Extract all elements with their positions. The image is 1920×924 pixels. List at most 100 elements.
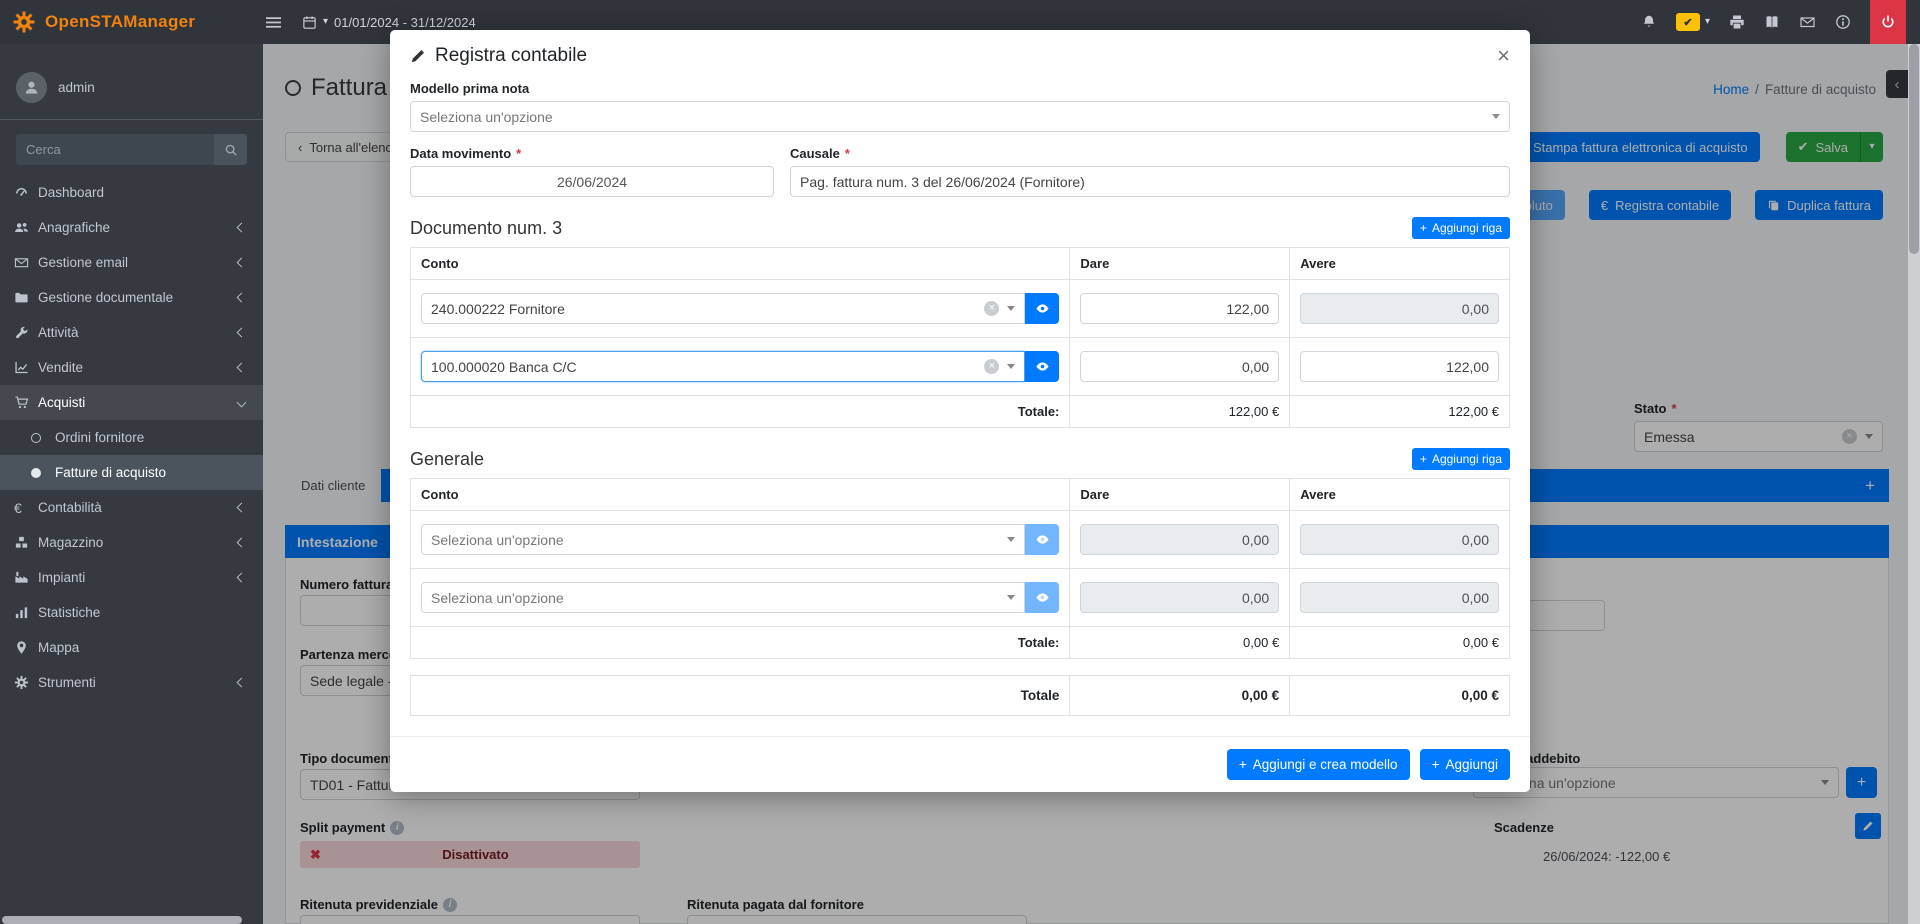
- split-payment-label: Split payment i: [300, 820, 405, 835]
- menu-toggle-icon[interactable]: [265, 15, 282, 30]
- page-scrollbar[interactable]: [1908, 44, 1920, 924]
- sidebar-item-statistiche[interactable]: Statistiche: [0, 595, 263, 630]
- chevron-down-icon: [1007, 364, 1016, 369]
- causale-input[interactable]: [790, 166, 1510, 197]
- envelope-icon: [14, 255, 38, 270]
- clear-selection-icon[interactable]: ×: [984, 301, 1000, 316]
- chevron-left-icon: [236, 572, 247, 583]
- add-tab-button[interactable]: +: [1865, 476, 1875, 495]
- sidebar-item-label: Gestione email: [38, 255, 129, 270]
- save-dropdown-toggle[interactable]: ▾: [1860, 132, 1883, 162]
- dare-input[interactable]: [1080, 351, 1280, 382]
- sidebar-item-dashboard[interactable]: Dashboard: [0, 175, 263, 210]
- avatar: [16, 72, 47, 103]
- status-check-badge: ✔: [1675, 13, 1700, 31]
- ritenuta-fornitore-label-text: Ritenuta pagata dal fornitore: [687, 897, 864, 912]
- sidebar-item-acquisti[interactable]: Acquisti: [0, 385, 263, 420]
- sidebar-item-ordini-fornitore[interactable]: Ordini fornitore: [0, 420, 263, 455]
- book-icon[interactable]: [1764, 14, 1780, 30]
- username[interactable]: admin: [58, 80, 95, 95]
- sidebar-search: [16, 134, 247, 165]
- add-button[interactable]: + Aggiungi: [1419, 749, 1510, 780]
- grand-total-avere: 0,00 €: [1289, 675, 1510, 716]
- view-account-button[interactable]: [1025, 524, 1060, 555]
- sidebar-item-gestione-documentale[interactable]: Gestione documentale: [0, 280, 263, 315]
- avere-input[interactable]: [1300, 351, 1499, 382]
- sidebar-item-gestione-email[interactable]: Gestione email: [0, 245, 263, 280]
- view-account-button[interactable]: [1025, 293, 1060, 324]
- eye-icon: [1035, 359, 1050, 374]
- dare-input[interactable]: [1080, 293, 1280, 324]
- x-icon: ✖: [310, 846, 321, 862]
- pencil-icon: [410, 48, 426, 64]
- data-movimento-input[interactable]: [410, 166, 774, 197]
- add-row-button[interactable]: + Aggiungi riga: [1411, 448, 1510, 470]
- sidebar-item-strumenti[interactable]: Strumenti: [0, 665, 263, 700]
- stato-select[interactable]: Emessa ×: [1634, 421, 1883, 452]
- sidebar-item-contabilita[interactable]: € Contabilità: [0, 490, 263, 525]
- sidebar-item-magazzino[interactable]: Magazzino: [0, 525, 263, 560]
- conto-select[interactable]: Seleziona un'opzione: [421, 582, 1026, 613]
- avere-input[interactable]: [1300, 293, 1499, 324]
- plus-icon: +: [1431, 757, 1440, 772]
- breadcrumb-home-link[interactable]: Home: [1713, 82, 1750, 97]
- app-logo[interactable]: OpenSTAManager: [0, 10, 263, 34]
- conto-select[interactable]: 240.000222 Fornitore ×: [421, 293, 1026, 324]
- sidebar-item-impianti[interactable]: Impianti: [0, 560, 263, 595]
- printer-icon[interactable]: [1729, 14, 1745, 30]
- date-range-picker[interactable]: ▾ 01/01/2024 - 31/12/2024: [302, 15, 476, 30]
- total-label: Totale:: [409, 395, 1071, 428]
- sidebar-item-attivita[interactable]: Attività: [0, 315, 263, 350]
- add-row-button[interactable]: + Aggiungi riga: [1411, 217, 1510, 239]
- table-header-row: Conto Dare Avere: [409, 478, 1510, 511]
- modal-body: Modello prima nota Seleziona un'opzione …: [390, 73, 1530, 720]
- registra-contabile-button[interactable]: € Registra contabile: [1588, 190, 1732, 220]
- conto-select[interactable]: 100.000020 Banca C/C ×: [421, 351, 1026, 382]
- save-button-group: ✔ Salva ▾: [1785, 132, 1883, 162]
- info-icon[interactable]: [1835, 14, 1851, 30]
- sidebar-item-mappa[interactable]: Mappa: [0, 630, 263, 665]
- sidebar-item-label: Mappa: [38, 640, 80, 655]
- search-input[interactable]: [16, 134, 214, 165]
- save-button[interactable]: ✔ Salva: [1785, 132, 1860, 162]
- sidebar-item-fatture-di-acquisto[interactable]: Fatture di acquisto: [0, 455, 263, 490]
- split-payment-toggle[interactable]: ✖ Disattivato: [300, 841, 640, 868]
- email-icon[interactable]: [1799, 14, 1816, 30]
- avere-input[interactable]: [1300, 524, 1499, 555]
- add-and-create-model-button[interactable]: + Aggiungi e crea modello: [1226, 749, 1410, 780]
- sidebar-scrollbar[interactable]: [2, 916, 242, 924]
- clear-selection-icon[interactable]: ×: [1842, 429, 1857, 444]
- pencil-icon: [1862, 820, 1874, 832]
- duplica-fattura-button[interactable]: Duplica fattura: [1755, 190, 1883, 220]
- chevron-left-icon: [236, 537, 247, 548]
- bell-icon[interactable]: [1641, 14, 1657, 30]
- ritenuta-previdenziale-select[interactable]: [300, 915, 640, 924]
- sidebar-item-anagrafiche[interactable]: Anagrafiche: [0, 210, 263, 245]
- view-account-button[interactable]: [1025, 582, 1060, 613]
- services-status-dropdown[interactable]: ✔ ▾: [1675, 13, 1710, 31]
- view-account-button[interactable]: [1025, 351, 1060, 382]
- clear-selection-icon[interactable]: ×: [984, 359, 1000, 374]
- topbar-actions: ✔ ▾: [1641, 0, 1920, 44]
- tab-dati-cliente[interactable]: Dati cliente: [285, 469, 382, 502]
- search-button[interactable]: [214, 134, 247, 165]
- dare-input[interactable]: [1080, 524, 1280, 555]
- breadcrumb-separator: /: [1755, 82, 1759, 97]
- conto-select[interactable]: Seleziona un'opzione: [421, 524, 1026, 555]
- control-sidebar-toggle[interactable]: ‹: [1886, 70, 1908, 98]
- dare-input[interactable]: [1080, 582, 1280, 613]
- edit-scadenze-button[interactable]: [1855, 813, 1881, 839]
- chevron-left-icon: [236, 362, 247, 373]
- banca-addebito-select[interactable]: Seleziona un'opzione: [1473, 767, 1839, 798]
- close-icon[interactable]: ×: [1497, 43, 1510, 68]
- ritenuta-fornitore-select[interactable]: [687, 915, 1027, 924]
- sidebar-item-vendite[interactable]: Vendite: [0, 350, 263, 385]
- modello-select[interactable]: Seleziona un'opzione: [410, 101, 1510, 132]
- add-bank-button[interactable]: +: [1846, 767, 1877, 798]
- logout-power-button[interactable]: [1870, 0, 1906, 44]
- avere-input[interactable]: [1300, 582, 1499, 613]
- chevron-down-icon: [1007, 595, 1016, 600]
- save-button-label: Salva: [1815, 139, 1848, 155]
- logo-gear-icon: [12, 10, 36, 34]
- scrollbar-thumb[interactable]: [1909, 44, 1919, 254]
